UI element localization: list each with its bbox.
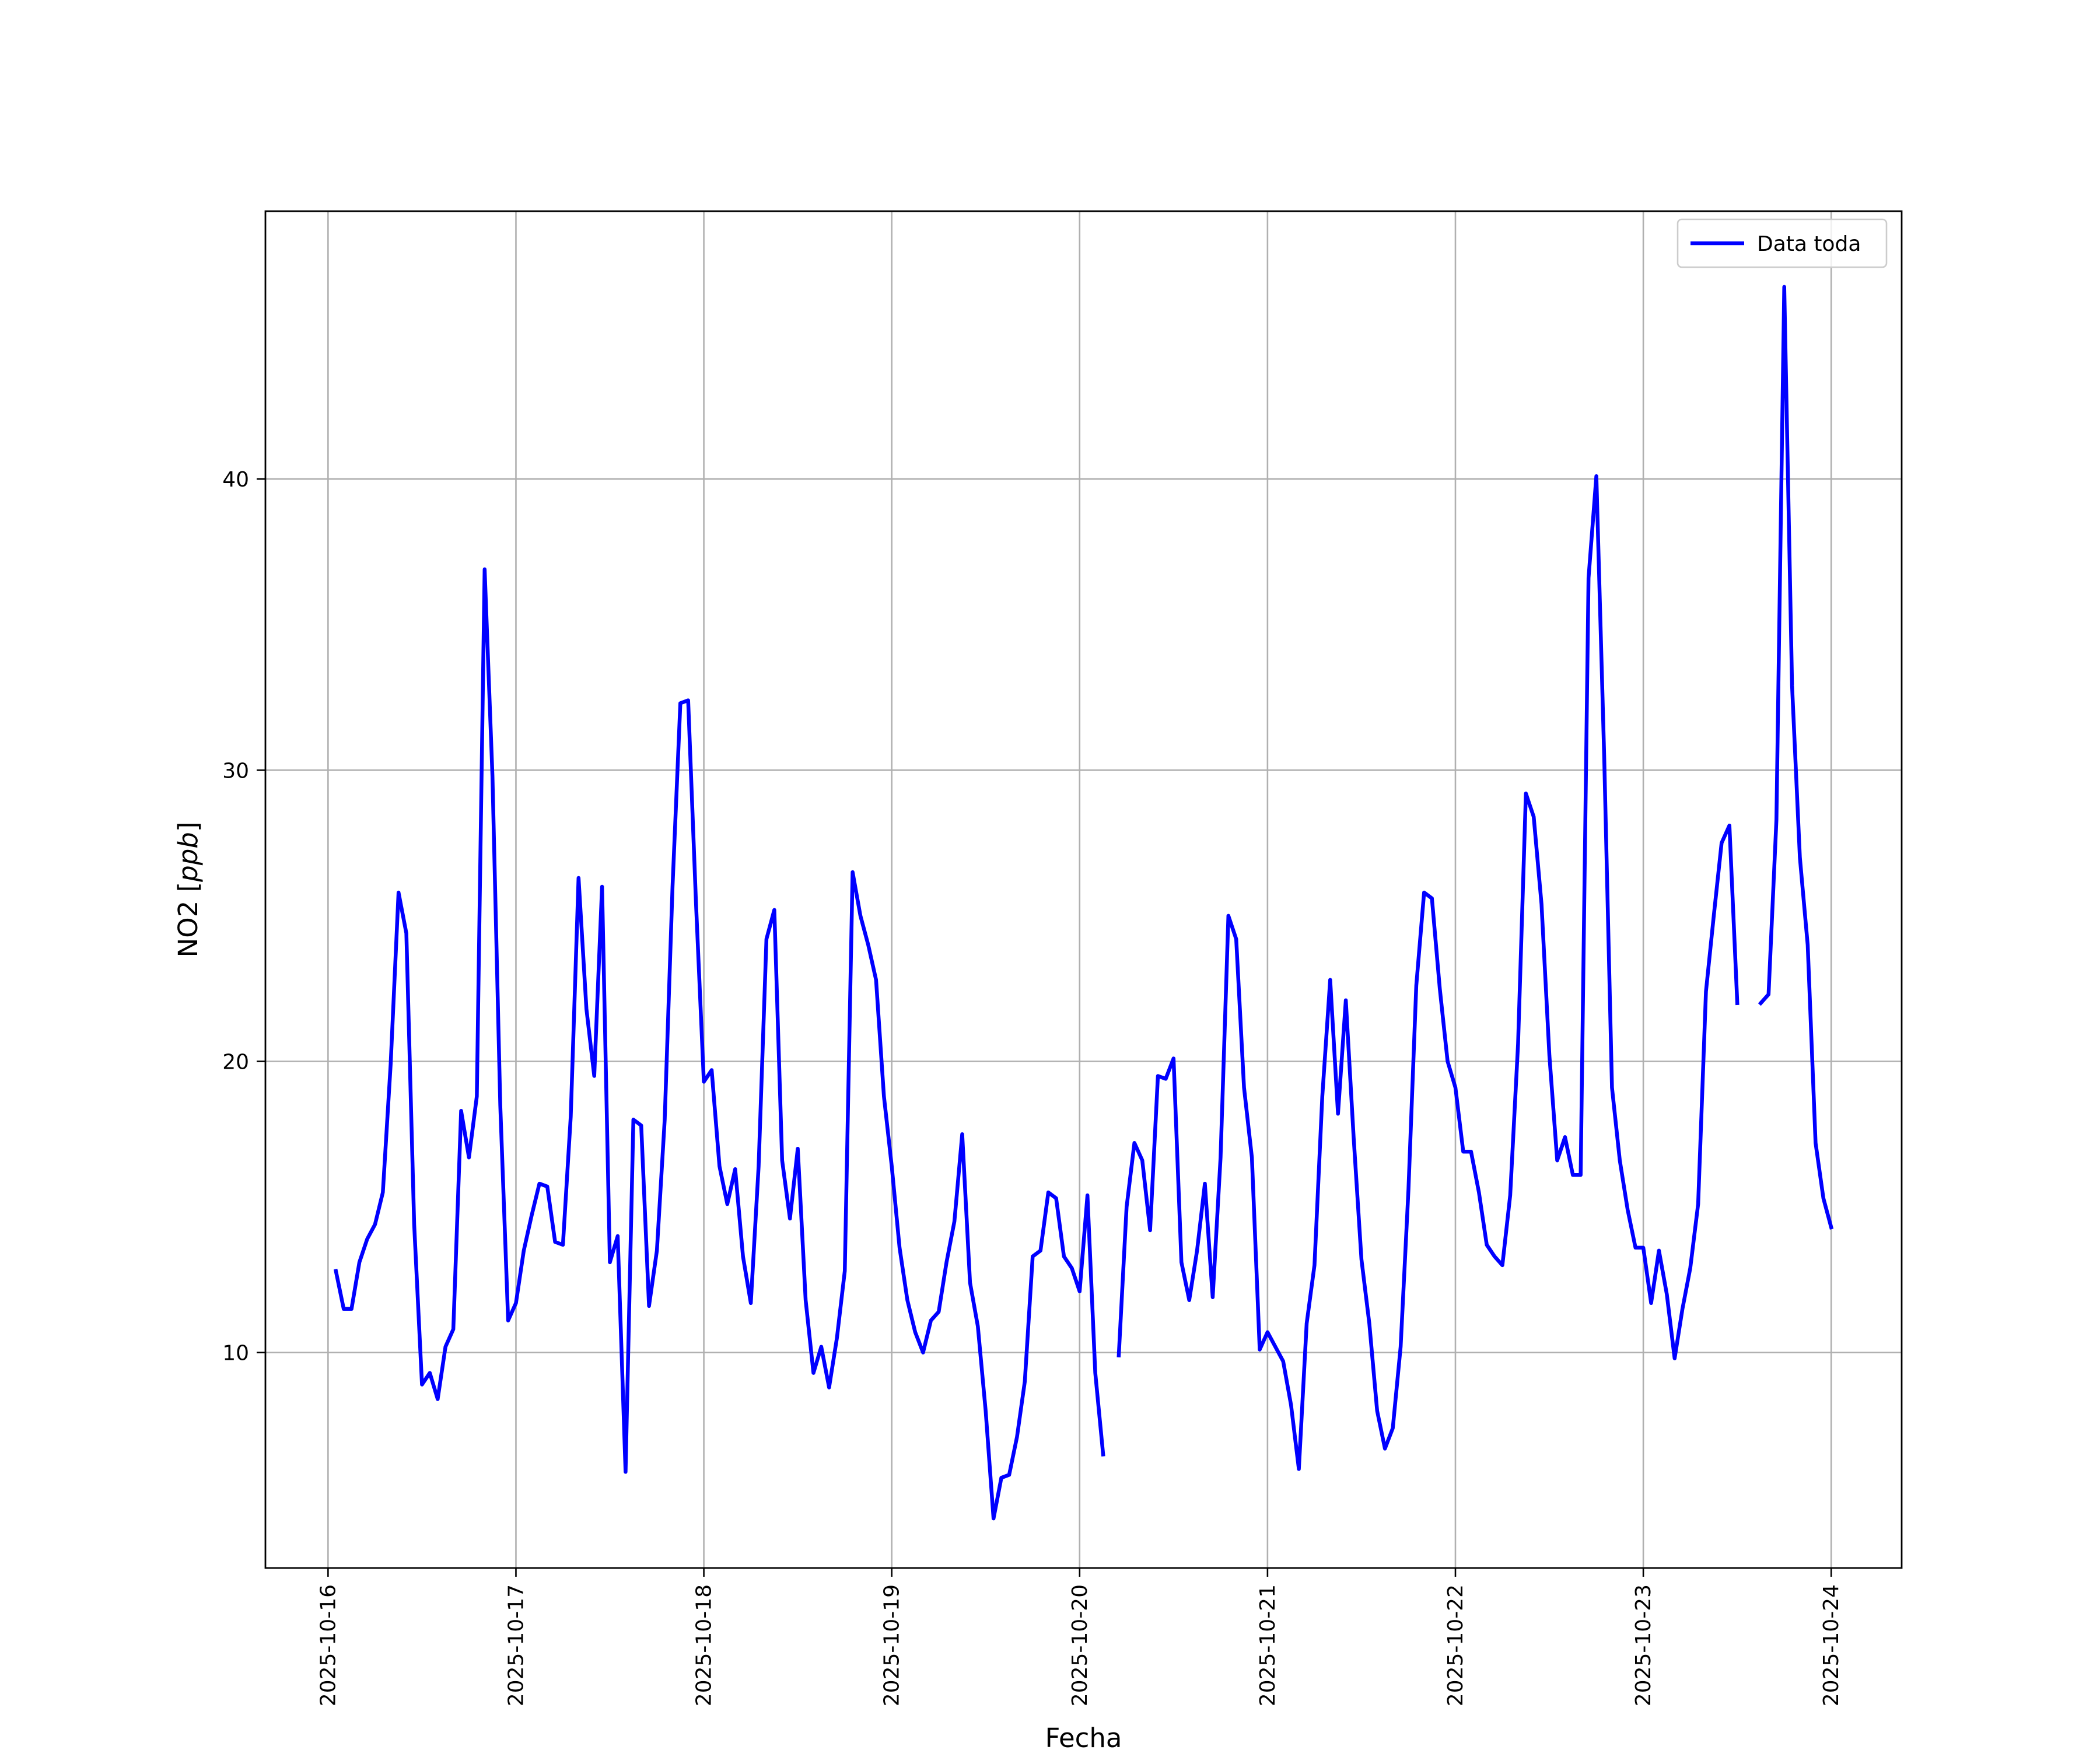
x-axis-title: Fecha: [1045, 1723, 1122, 1750]
legend-box: [1676, 218, 1888, 268]
y-axis: 10 20 30 40: [222, 468, 265, 1366]
y-tick-label: 30: [222, 759, 249, 783]
legend: Data toda: [1676, 218, 1888, 268]
x-tick-label: 2025-10-18: [692, 1584, 716, 1706]
x-tick-label: 2025-10-19: [880, 1584, 904, 1706]
y-tick-label: 40: [222, 468, 249, 492]
y-axis-title: NO2 [ppb]: [173, 822, 204, 958]
x-tick-label: 2025-10-22: [1444, 1584, 1468, 1706]
series-line-data-toda: [333, 285, 1834, 1521]
y-tick-label: 10: [222, 1342, 249, 1366]
grid: [265, 211, 1902, 1568]
y-axis-title-unit: ppb: [173, 832, 204, 883]
x-tick-label: 2025-10-21: [1256, 1584, 1280, 1706]
legend-label-data-toda: Data toda: [1757, 232, 1861, 256]
y-tick-label: 20: [222, 1050, 249, 1074]
x-axis: 2025-10-16 2025-10-17 2025-10-18 2025-10-19…: [316, 1568, 1843, 1706]
x-tick-label: 2025-10-24: [1819, 1584, 1843, 1706]
x-tick-label: 2025-10-17: [504, 1584, 528, 1706]
series-layer: [333, 285, 1834, 1521]
plot-frame: [264, 210, 1903, 1569]
x-tick-label: 2025-10-20: [1068, 1584, 1092, 1706]
x-tick-label: 2025-10-23: [1632, 1584, 1656, 1706]
y-axis-title-close: ]: [173, 822, 204, 832]
y-axis-title-text: NO2 [: [173, 882, 204, 958]
x-tick-label: 2025-10-16: [316, 1584, 340, 1706]
